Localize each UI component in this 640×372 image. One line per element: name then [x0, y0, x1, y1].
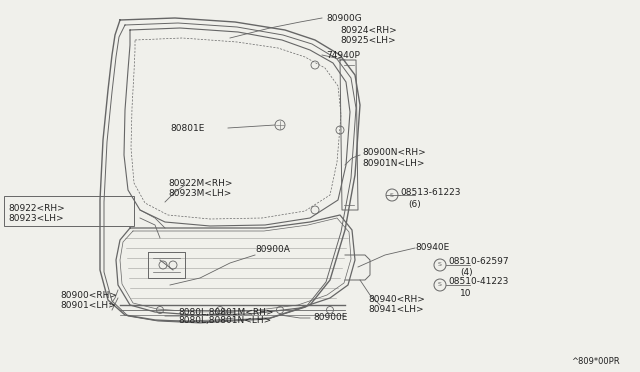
Text: (6): (6) [408, 199, 420, 208]
Text: 08513-61223: 08513-61223 [400, 187, 461, 196]
Text: 80922M<RH>: 80922M<RH> [168, 179, 232, 187]
Text: 80922<RH>: 80922<RH> [8, 203, 65, 212]
Text: 80901N<LH>: 80901N<LH> [362, 158, 424, 167]
Text: 10: 10 [460, 289, 472, 298]
Text: 8080L,80801M<RH>: 8080L,80801M<RH> [178, 308, 273, 317]
Text: 08510-41223: 08510-41223 [448, 278, 508, 286]
Text: S: S [390, 192, 394, 198]
Text: 74940P: 74940P [326, 51, 360, 60]
Text: 80900N<RH>: 80900N<RH> [362, 148, 426, 157]
Text: 80900G: 80900G [326, 13, 362, 22]
Text: (4): (4) [460, 269, 472, 278]
Text: 80900E: 80900E [313, 314, 348, 323]
Text: S: S [438, 282, 442, 288]
Text: 80941<LH>: 80941<LH> [368, 305, 424, 314]
Text: 80801E: 80801E [170, 124, 204, 132]
Text: 80940<RH>: 80940<RH> [368, 295, 425, 305]
Text: 80940E: 80940E [415, 244, 449, 253]
Text: S: S [438, 263, 442, 267]
Text: 80925<LH>: 80925<LH> [340, 35, 396, 45]
Text: 80924<RH>: 80924<RH> [340, 26, 397, 35]
Text: 80923<LH>: 80923<LH> [8, 214, 63, 222]
Text: 80923M<LH>: 80923M<LH> [168, 189, 232, 198]
Text: 8080L,80801N<LH>: 8080L,80801N<LH> [178, 315, 271, 324]
Text: 80901<LH>: 80901<LH> [60, 301, 116, 310]
Text: ^809*00PR: ^809*00PR [572, 357, 620, 366]
Text: 80900A: 80900A [255, 246, 290, 254]
Text: 80900<RH>: 80900<RH> [60, 291, 117, 299]
Text: 08510-62597: 08510-62597 [448, 257, 509, 266]
